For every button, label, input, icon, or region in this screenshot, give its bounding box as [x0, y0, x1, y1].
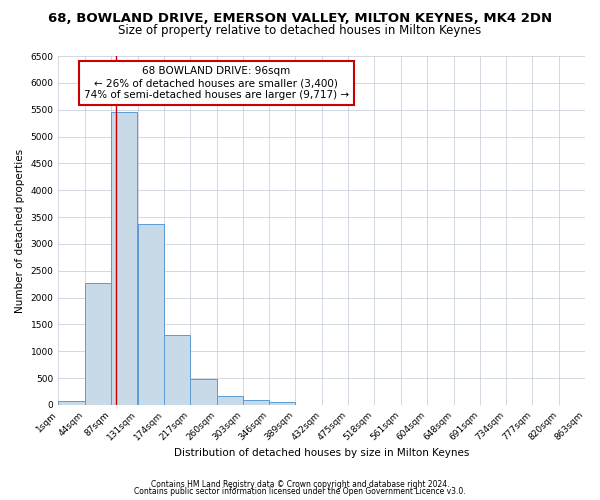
Bar [164, 334, 190, 405]
Text: 68 BOWLAND DRIVE: 96sqm
← 26% of detached houses are smaller (3,400)
74% of semi: 68 BOWLAND DRIVE: 96sqm ← 26% of detache… [84, 66, 349, 100]
Text: Size of property relative to detached houses in Milton Keynes: Size of property relative to detached ho… [118, 24, 482, 37]
Bar [217, 396, 243, 405]
Bar [190, 379, 217, 405]
Bar [138, 224, 164, 405]
X-axis label: Distribution of detached houses by size in Milton Keynes: Distribution of detached houses by size … [174, 448, 469, 458]
Bar [243, 400, 269, 405]
Text: Contains HM Land Registry data © Crown copyright and database right 2024.: Contains HM Land Registry data © Crown c… [151, 480, 449, 489]
Bar [58, 401, 85, 405]
Text: 68, BOWLAND DRIVE, EMERSON VALLEY, MILTON KEYNES, MK4 2DN: 68, BOWLAND DRIVE, EMERSON VALLEY, MILTO… [48, 12, 552, 26]
Y-axis label: Number of detached properties: Number of detached properties [15, 148, 25, 312]
Bar [269, 402, 295, 405]
Bar [111, 112, 137, 405]
Bar [85, 283, 111, 405]
Text: Contains public sector information licensed under the Open Government Licence v3: Contains public sector information licen… [134, 487, 466, 496]
